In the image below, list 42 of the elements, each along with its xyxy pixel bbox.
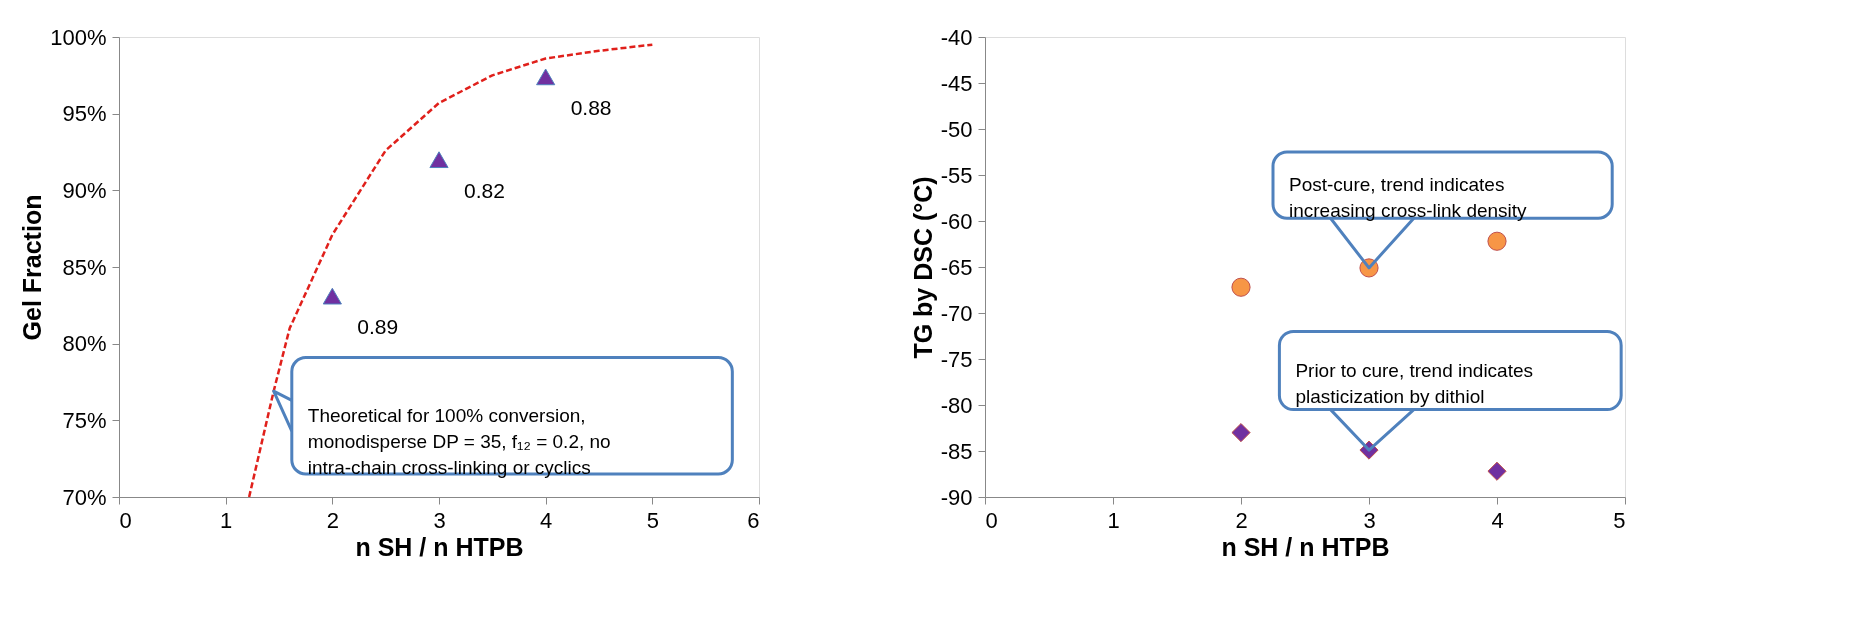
y-tick-label: 100% (50, 24, 107, 50)
x-tick-label: 3 (433, 507, 446, 533)
x-tick-label: 5 (1613, 507, 1626, 533)
y-tick-label: -85 (940, 438, 973, 464)
annotation: Theoretical for 100% conversion, monodisperse DP = 35, f₁₂ = 0.2, no intra-chain cross-linking or cyclics (307, 404, 611, 478)
y-tick-label: -90 (940, 484, 973, 510)
x-tick-label: 0 (119, 507, 132, 533)
y-tick-label: 70% (62, 484, 107, 510)
x-tick-label: 6 (747, 507, 760, 533)
annotation: 0.88 (570, 95, 612, 119)
y-tick-label: 85% (62, 254, 107, 280)
x-tick-label: 4 (540, 507, 553, 533)
y-tick-label: -55 (940, 162, 973, 188)
annotation: 0.89 (357, 315, 399, 339)
y-tick-label: -40 (940, 24, 973, 50)
y-tick-label: -50 (940, 116, 973, 142)
y-tick-label: 75% (62, 407, 107, 433)
y-tick-label: -70 (940, 300, 973, 326)
x-tick-label: 2 (1235, 507, 1248, 533)
x-tick-label: 1 (220, 507, 233, 533)
y-tick-label: 95% (62, 101, 107, 127)
x-tick-label: 2 (326, 507, 339, 533)
y-tick-label: -75 (940, 346, 973, 372)
y-tick-label: -80 (940, 392, 973, 418)
y-axis-title: Gel Fraction (18, 194, 47, 341)
x-tick-label: 3 (1363, 507, 1376, 533)
line-series (247, 43, 654, 499)
y-tick-label: -45 (940, 70, 973, 96)
x-tick-label: 0 (985, 507, 998, 533)
x-tick-label: 5 (646, 507, 659, 533)
y-axis-title: TG by DSC (°C) (908, 176, 937, 359)
annotation: 0.82 (464, 178, 505, 202)
y-tick-label: -60 (940, 208, 973, 234)
x-axis-title: n SH / n HTPB (355, 532, 524, 561)
y-tick-label: 90% (62, 177, 107, 203)
y-tick-label: 80% (62, 331, 107, 357)
x-tick-label: 1 (1107, 507, 1120, 533)
x-tick-label: 4 (1491, 507, 1504, 533)
x-axis-title: n SH / n HTPB (1221, 532, 1390, 561)
annotation: Post-cure, trend indicates increasing cross-link density (1289, 174, 1528, 222)
y-tick-label: -65 (940, 254, 973, 280)
annotation: Prior to cure, trend indicates plasticization by dithiol (1295, 359, 1534, 407)
